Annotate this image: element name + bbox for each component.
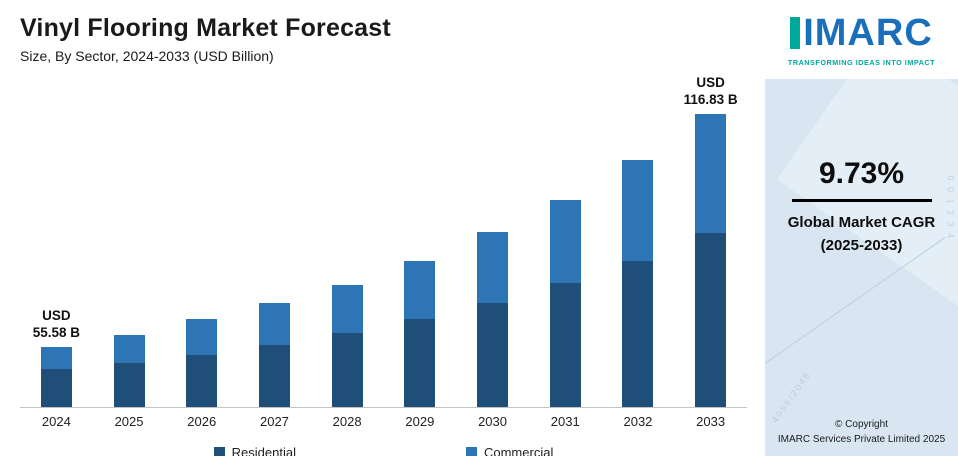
bar-column-2027 [238, 70, 311, 407]
imarc-logo-accent-icon [790, 17, 801, 49]
chart-legend: Residential Commercial [20, 445, 747, 456]
bar-segment-residential [186, 355, 218, 407]
chart-area: Vinyl Flooring Market Forecast Size, By … [20, 14, 747, 456]
bar-column-2026 [165, 70, 238, 407]
bar-segment-commercial [331, 285, 363, 333]
bar-column-2032 [602, 70, 675, 407]
imarc-logo-text: IMARC [803, 12, 933, 54]
bar-segment-commercial [40, 347, 72, 369]
bar-stack [622, 160, 654, 407]
x-tick-label: 2028 [332, 414, 362, 429]
brand-sidebar: 4096/2048 0.0 1 2 3 4 IMARC TRANSFORMING… [765, 0, 958, 456]
value-annotation-2024: USD 55.58 B [32, 308, 80, 341]
bar-segment-commercial [258, 303, 290, 345]
bar-segment-residential [549, 283, 581, 407]
bar-segment-commercial [695, 114, 727, 233]
copyright: © Copyright IMARC Services Private Limit… [765, 417, 958, 456]
bar-column-2024: USD 55.58 B [20, 70, 93, 407]
bar-segment-commercial [622, 160, 654, 261]
stacked-bar-chart: USD 55.58 B USD 116.83 B 2024 2025 2026 2027 20… [20, 70, 747, 456]
bar-column-2029 [383, 70, 456, 407]
x-tick-label: 2032 [623, 414, 653, 429]
bar-segment-residential [404, 319, 436, 407]
bar-segment-commercial [549, 200, 581, 283]
bar-segment-residential [622, 261, 654, 407]
bar-stack [113, 335, 145, 407]
bar-segment-commercial [477, 232, 509, 303]
cagr-label-line2: (2025-2033) [820, 236, 903, 254]
legend-swatch [213, 447, 225, 456]
copyright-line2: IMARC Services Private Limited 2025 [777, 434, 946, 445]
x-tick-label: 2030 [478, 414, 507, 429]
bar-segment-residential [695, 233, 727, 407]
bar-column-2031 [529, 70, 602, 407]
bar-stack [331, 285, 363, 407]
cagr-divider [791, 199, 932, 202]
bar-stack [477, 232, 509, 407]
bar-segment-residential [113, 363, 145, 407]
imarc-logo: IMARC TRANSFORMING IDEAS INTO IMPACT [765, 0, 958, 79]
bar-segment-residential [331, 333, 363, 407]
x-tick-label: 2024 [41, 414, 71, 429]
imarc-tagline: TRANSFORMING IDEAS INTO IMPACT [787, 58, 936, 67]
bar-segment-commercial [404, 261, 436, 319]
value-annotation-2033: USD 116.83 B [683, 75, 738, 108]
bar-stack [40, 347, 72, 407]
bar-segment-residential [477, 303, 509, 407]
cagr-label-line1: Global Market CAGR [787, 214, 936, 231]
bar-stack [404, 261, 436, 407]
x-tick-label: 2031 [550, 414, 580, 429]
bar-segment-residential [258, 345, 290, 407]
legend-item-commercial: Commercial [465, 445, 554, 456]
x-tick-label: 2025 [114, 414, 144, 429]
copyright-line1: © Copyright [835, 419, 888, 430]
x-tick-label: 2033 [696, 414, 726, 429]
legend-item-residential: Residential [213, 445, 296, 456]
x-tick-label: 2029 [405, 414, 435, 429]
bar-column-2030 [456, 70, 529, 407]
x-tick-label: 2027 [259, 414, 289, 429]
bar-stack [186, 319, 218, 407]
x-tick-label: 2026 [187, 414, 217, 429]
bar-segment-residential [40, 369, 72, 407]
cagr-value: 9.73% [818, 157, 905, 190]
bar-stack [549, 200, 581, 407]
bar-plot: USD 55.58 B USD 116.83 B [20, 70, 747, 408]
x-axis-labels: 2024 2025 2026 2027 2028 2029 2030 2031 2032 2033 [20, 414, 747, 429]
page-title: Vinyl Flooring Market Forecast [20, 14, 391, 42]
bar-column-2025 [93, 70, 166, 407]
bar-stack [258, 303, 290, 407]
bar-stack [695, 114, 727, 407]
cagr-block: 9.73% Global Market CAGR (2025-2033) [765, 157, 958, 257]
legend-label: Residential [231, 445, 296, 456]
legend-swatch [465, 447, 477, 456]
legend-label: Commercial [483, 445, 554, 456]
chart-subtitle: Size, By Sector, 2024-2033 (USD Billion) [20, 48, 274, 64]
bar-column-2028 [311, 70, 384, 407]
bar-segment-commercial [186, 319, 218, 355]
bar-segment-commercial [113, 335, 145, 363]
bar-column-2033: USD 116.83 B [674, 70, 747, 407]
